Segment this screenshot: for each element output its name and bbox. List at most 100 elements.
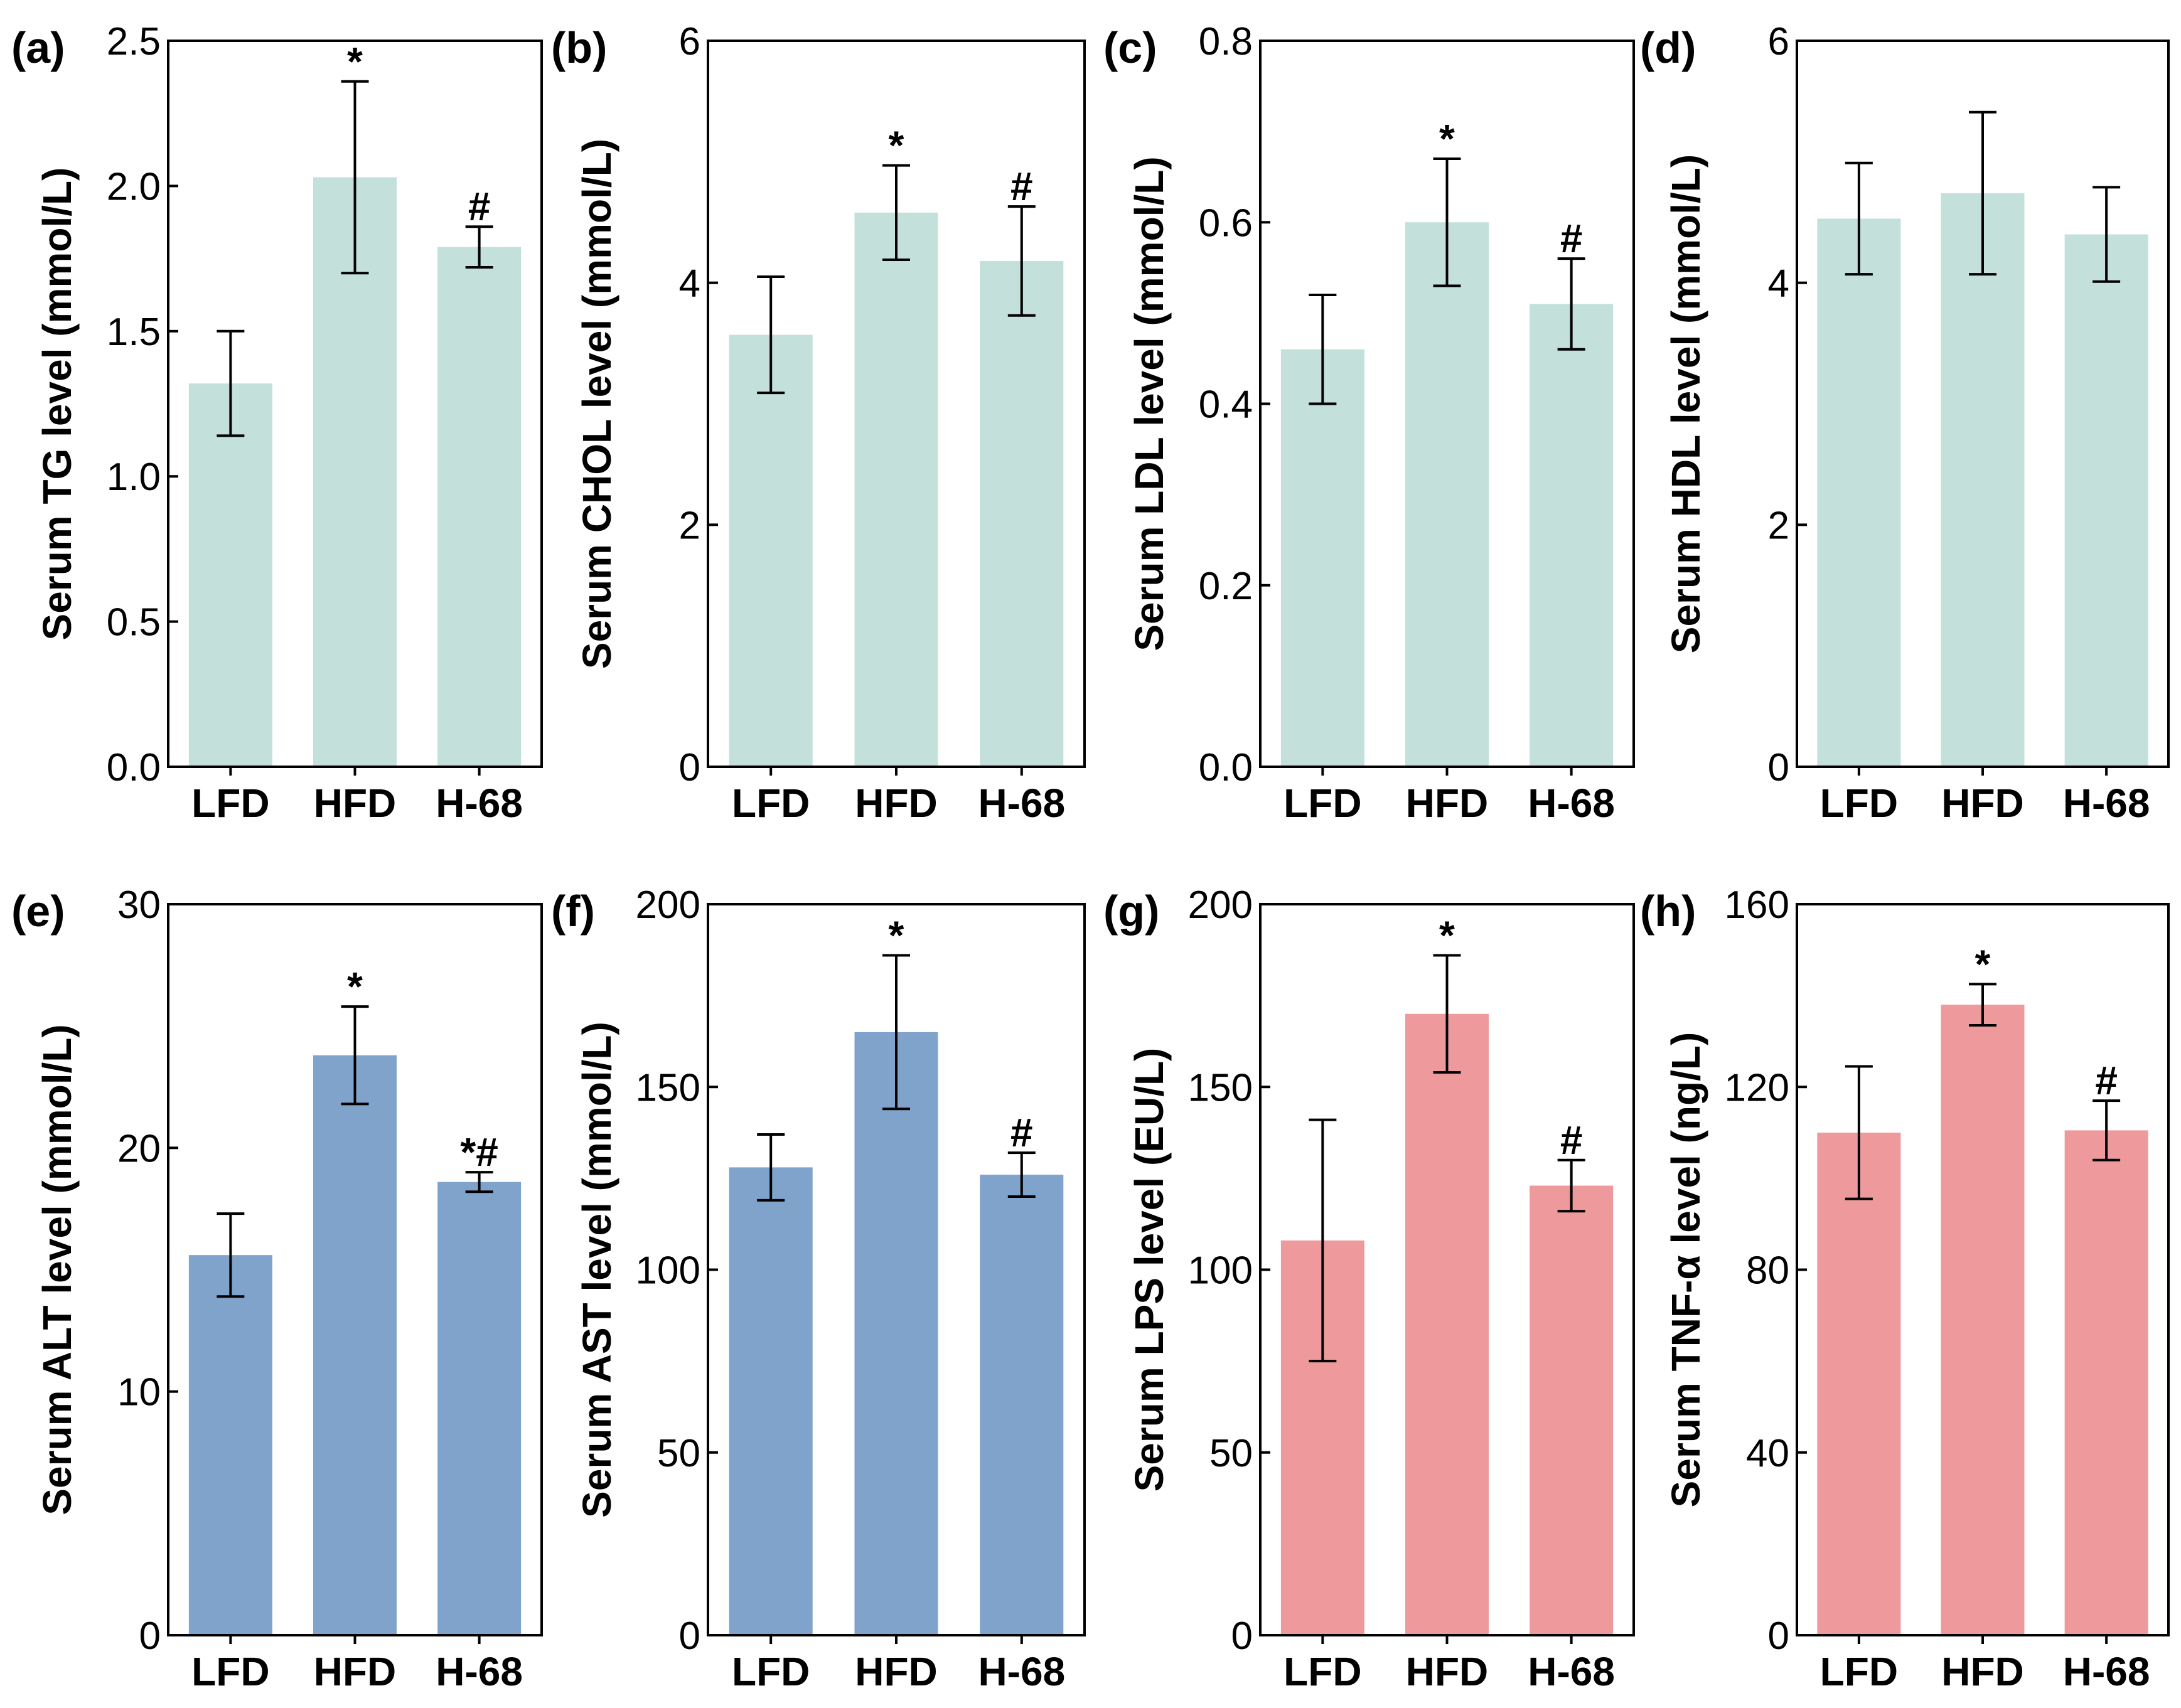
category-label: LFD <box>1820 781 1898 826</box>
bar <box>2064 1130 2148 1635</box>
panel-label: (g) <box>1103 887 1159 936</box>
y-tick-label: 150 <box>1188 1066 1253 1109</box>
significance-label: # <box>1010 164 1033 209</box>
panel-b: LFD * HFD # H-68 0 2 4 6 Serum CHOL level (mmol/L… <box>551 20 1086 826</box>
y-tick-label: 6 <box>679 20 700 63</box>
y-tick-label: 0 <box>139 1615 161 1658</box>
y-tick-label: 0.4 <box>1199 383 1253 427</box>
bar <box>980 260 1064 767</box>
bar <box>1941 1005 2025 1635</box>
y-tick-label: 1.0 <box>107 456 161 499</box>
significance-label: # <box>1560 216 1583 261</box>
category-label: HFD <box>1406 1649 1489 1694</box>
y-tick-label: 20 <box>117 1127 161 1170</box>
category-label: LFD <box>1283 781 1361 826</box>
category-label: H-68 <box>1528 781 1615 826</box>
bar <box>313 177 397 767</box>
significance-label: * <box>347 964 363 1009</box>
panel-label: (e) <box>11 887 65 936</box>
y-tick-label: 0.2 <box>1199 565 1253 608</box>
bar <box>1280 349 1364 767</box>
bar <box>313 1055 397 1635</box>
bar <box>980 1175 1064 1635</box>
bar <box>729 334 813 767</box>
panel-a: LFD * HFD # H-68 0.0 0.5 1.0 1.5 2.0 2.5 Serum TG l… <box>11 20 543 826</box>
bar <box>188 383 272 767</box>
y-tick-label: 6 <box>1768 20 1789 63</box>
bar <box>1941 193 2025 767</box>
y-tick-label: 0.0 <box>1199 746 1253 789</box>
y-tick-label: 0.5 <box>107 601 161 644</box>
category-label: HFD <box>314 1649 397 1694</box>
category-label: HFD <box>314 781 397 826</box>
significance-label: * <box>1439 913 1455 958</box>
category-label: HFD <box>855 781 938 826</box>
y-axis-label: Serum LDL level (mmol/L) <box>1127 156 1172 651</box>
category-label: LFD <box>191 781 269 826</box>
panel-label: (f) <box>551 887 595 936</box>
category-label: LFD <box>1820 1649 1898 1694</box>
y-tick-label: 30 <box>117 883 161 927</box>
bar <box>1530 304 1614 767</box>
y-tick-label: 4 <box>1768 262 1789 306</box>
significance-label: * <box>347 39 363 84</box>
y-tick-label: 0 <box>1231 1615 1253 1658</box>
category-label: LFD <box>191 1649 269 1694</box>
category-label: H-68 <box>2063 781 2150 826</box>
bar <box>1405 1013 1489 1635</box>
y-tick-label: 4 <box>679 262 700 306</box>
panel-label: (b) <box>551 23 607 72</box>
significance-label: * <box>889 123 904 168</box>
y-tick-label: 150 <box>636 1066 700 1109</box>
bar <box>854 212 938 767</box>
bar <box>854 1032 938 1635</box>
panel-label: (a) <box>11 23 65 72</box>
y-tick-label: 1.5 <box>107 311 161 354</box>
category-label: HFD <box>855 1649 938 1694</box>
category-label: LFD <box>1283 1649 1361 1694</box>
y-tick-label: 50 <box>1209 1432 1253 1475</box>
y-tick-label: 0 <box>1768 1615 1789 1658</box>
y-tick-label: 0.0 <box>107 746 161 789</box>
bar <box>437 1182 522 1635</box>
panel-g: LFD * HFD # H-68 0 50 100 150 200 Serum LPS level … <box>1103 883 1635 1694</box>
significance-label: # <box>468 184 491 229</box>
panel-d: LFD HFD H-68 0 2 4 6 Serum HDL level (mmol/L) (d… <box>1640 20 2170 826</box>
y-axis-label: Serum TG level (mmol/L) <box>35 168 80 641</box>
category-label: H-68 <box>436 1649 523 1694</box>
bar <box>188 1255 272 1635</box>
y-tick-label: 2 <box>1768 504 1789 547</box>
significance-label: * <box>1439 116 1455 161</box>
significance-label: *# <box>460 1129 498 1175</box>
y-tick-label: 10 <box>117 1371 161 1414</box>
bar <box>729 1167 813 1635</box>
panel-e: LFD * HFD *# H-68 0 10 20 30 Serum ALT level (mmo… <box>11 883 543 1694</box>
y-tick-label: 160 <box>1725 883 1789 927</box>
category-label: H-68 <box>1528 1649 1615 1694</box>
y-tick-label: 200 <box>636 883 700 927</box>
panel-label: (h) <box>1640 887 1696 936</box>
panel-label: (c) <box>1103 23 1157 72</box>
y-tick-label: 80 <box>1746 1249 1789 1293</box>
category-label: H-68 <box>978 781 1065 826</box>
y-axis-label: Serum TNF-α level (ng/L) <box>1663 1032 1708 1508</box>
significance-label: # <box>1010 1110 1033 1155</box>
y-tick-label: 0 <box>1768 746 1789 789</box>
y-tick-label: 50 <box>657 1432 700 1475</box>
category-label: LFD <box>732 1649 810 1694</box>
category-label: HFD <box>1941 1649 2024 1694</box>
y-tick-label: 2.5 <box>107 20 161 63</box>
y-tick-label: 40 <box>1746 1432 1789 1475</box>
category-label: HFD <box>1406 781 1489 826</box>
y-tick-label: 2.0 <box>107 165 161 208</box>
y-axis-label: Serum ALT level (mmol/L) <box>35 1024 80 1515</box>
category-label: H-68 <box>978 1649 1065 1694</box>
bar <box>1405 222 1489 767</box>
y-tick-label: 200 <box>1188 883 1253 927</box>
panel-label: (d) <box>1640 23 1696 72</box>
y-axis-label: Serum HDL level (mmol/L) <box>1663 154 1708 653</box>
bar <box>1530 1185 1614 1635</box>
y-tick-label: 100 <box>1188 1249 1253 1293</box>
y-tick-label: 0 <box>679 1615 700 1658</box>
